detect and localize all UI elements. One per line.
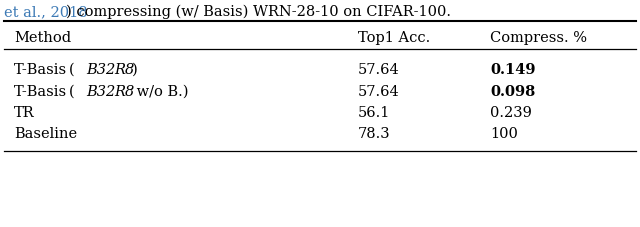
Text: ): )	[132, 63, 138, 77]
Text: R8: R8	[114, 85, 134, 99]
Text: Baseline: Baseline	[14, 126, 77, 140]
Text: Compress. %: Compress. %	[490, 31, 587, 45]
Text: 78.3: 78.3	[358, 126, 390, 140]
Text: w/o B.): w/o B.)	[132, 85, 189, 99]
Text: 57.64: 57.64	[358, 85, 400, 99]
Text: 0.098: 0.098	[490, 85, 535, 99]
Text: T-Basis (: T-Basis (	[14, 63, 75, 77]
Text: 0.239: 0.239	[490, 106, 532, 119]
Text: B32: B32	[86, 63, 115, 77]
Text: T-Basis (: T-Basis (	[14, 85, 75, 99]
Text: 0.149: 0.149	[490, 63, 536, 77]
Text: Method: Method	[14, 31, 71, 45]
Text: Top1 Acc.: Top1 Acc.	[358, 31, 430, 45]
Text: 57.64: 57.64	[358, 63, 400, 77]
Text: et al., 2018: et al., 2018	[4, 5, 88, 19]
Text: 100: 100	[490, 126, 518, 140]
Text: B32: B32	[86, 85, 115, 99]
Text: TR: TR	[14, 106, 35, 119]
Text: 56.1: 56.1	[358, 106, 390, 119]
Text: R8: R8	[114, 63, 134, 77]
Text: ) compressing (w/ Basis) WRN-28-10 on CIFAR-100.: ) compressing (w/ Basis) WRN-28-10 on CI…	[66, 5, 451, 19]
